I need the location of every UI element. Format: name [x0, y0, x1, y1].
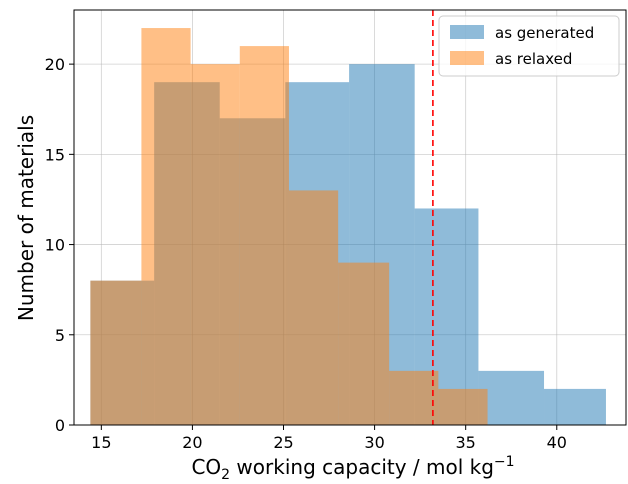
y-tick-label: 10 — [45, 236, 65, 255]
bars-as-relaxed — [90, 28, 488, 426]
y-tick-label: 0 — [55, 416, 65, 435]
y-axis-label: Number of materials — [14, 115, 38, 321]
ticks-layer: 15 20 25 30 35 40 0 5 10 15 20 — [45, 55, 567, 452]
x-axis-label-part: working capacity / mol kg — [230, 455, 494, 479]
bar-as-relaxed — [438, 388, 488, 425]
y-tick-label: 5 — [55, 326, 65, 345]
x-axis-label-part: CO — [191, 455, 221, 479]
legend-swatch-as-generated — [450, 25, 484, 39]
x-tick-label: 30 — [364, 433, 384, 452]
bar-as-generated — [544, 388, 606, 425]
plot-frame — [73, 9, 627, 426]
x-tick-label: 35 — [456, 433, 476, 452]
x-tick-label: 25 — [273, 433, 293, 452]
bar-as-relaxed — [90, 280, 142, 425]
bar-as-relaxed — [141, 28, 191, 425]
bar-as-relaxed — [389, 370, 439, 425]
x-axis-label: CO2 working capacity / mol kg−1 — [191, 454, 514, 483]
x-tick-label: 40 — [547, 433, 567, 452]
legend-label-as-generated: as generated — [495, 24, 594, 42]
y-tick-label: 20 — [45, 55, 65, 74]
legend-swatch-as-relaxed — [450, 51, 484, 65]
legend-label-as-relaxed: as relaxed — [495, 50, 572, 68]
bar-as-relaxed — [338, 262, 390, 425]
bar-as-relaxed — [288, 190, 339, 425]
x-axis-label-subscript: 2 — [221, 467, 230, 483]
legend: as generated as relaxed — [438, 15, 620, 77]
bar-as-generated — [478, 370, 545, 425]
x-tick-label: 20 — [182, 433, 202, 452]
x-axis-label-superscript: −1 — [494, 454, 515, 470]
x-tick-label: 15 — [91, 433, 111, 452]
bar-as-relaxed — [190, 64, 240, 425]
bar-as-relaxed — [239, 46, 289, 426]
y-tick-label: 15 — [45, 145, 65, 164]
